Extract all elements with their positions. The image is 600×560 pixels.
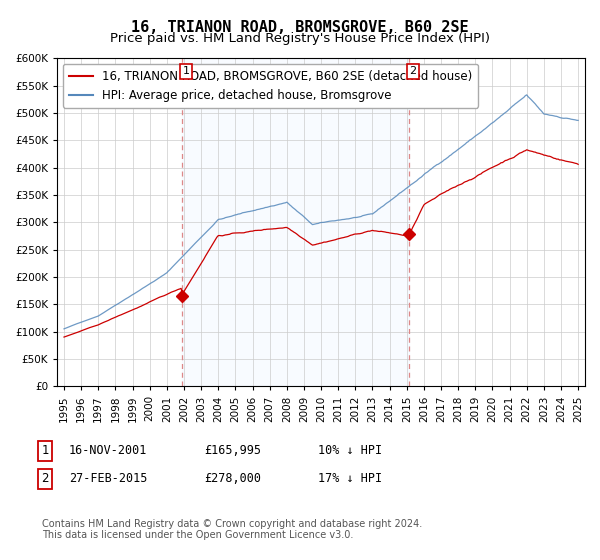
Text: 1: 1	[183, 66, 190, 76]
Text: 10% ↓ HPI: 10% ↓ HPI	[318, 444, 382, 458]
Text: 2: 2	[41, 472, 49, 486]
Legend: 16, TRIANON ROAD, BROMSGROVE, B60 2SE (detached house), HPI: Average price, deta: 16, TRIANON ROAD, BROMSGROVE, B60 2SE (d…	[63, 64, 478, 108]
Bar	[182, 58, 409, 386]
Text: £278,000: £278,000	[204, 472, 261, 486]
Text: 1: 1	[41, 444, 49, 458]
Text: 17% ↓ HPI: 17% ↓ HPI	[318, 472, 382, 486]
Text: 2: 2	[410, 66, 416, 76]
Text: £165,995: £165,995	[204, 444, 261, 458]
Text: 16-NOV-2001: 16-NOV-2001	[69, 444, 148, 458]
Text: 16, TRIANON ROAD, BROMSGROVE, B60 2SE: 16, TRIANON ROAD, BROMSGROVE, B60 2SE	[131, 20, 469, 35]
Text: This data is licensed under the Open Government Licence v3.0.: This data is licensed under the Open Gov…	[42, 530, 353, 540]
Text: 27-FEB-2015: 27-FEB-2015	[69, 472, 148, 486]
Text: Contains HM Land Registry data © Crown copyright and database right 2024.: Contains HM Land Registry data © Crown c…	[42, 519, 422, 529]
Text: Price paid vs. HM Land Registry's House Price Index (HPI): Price paid vs. HM Land Registry's House …	[110, 32, 490, 45]
